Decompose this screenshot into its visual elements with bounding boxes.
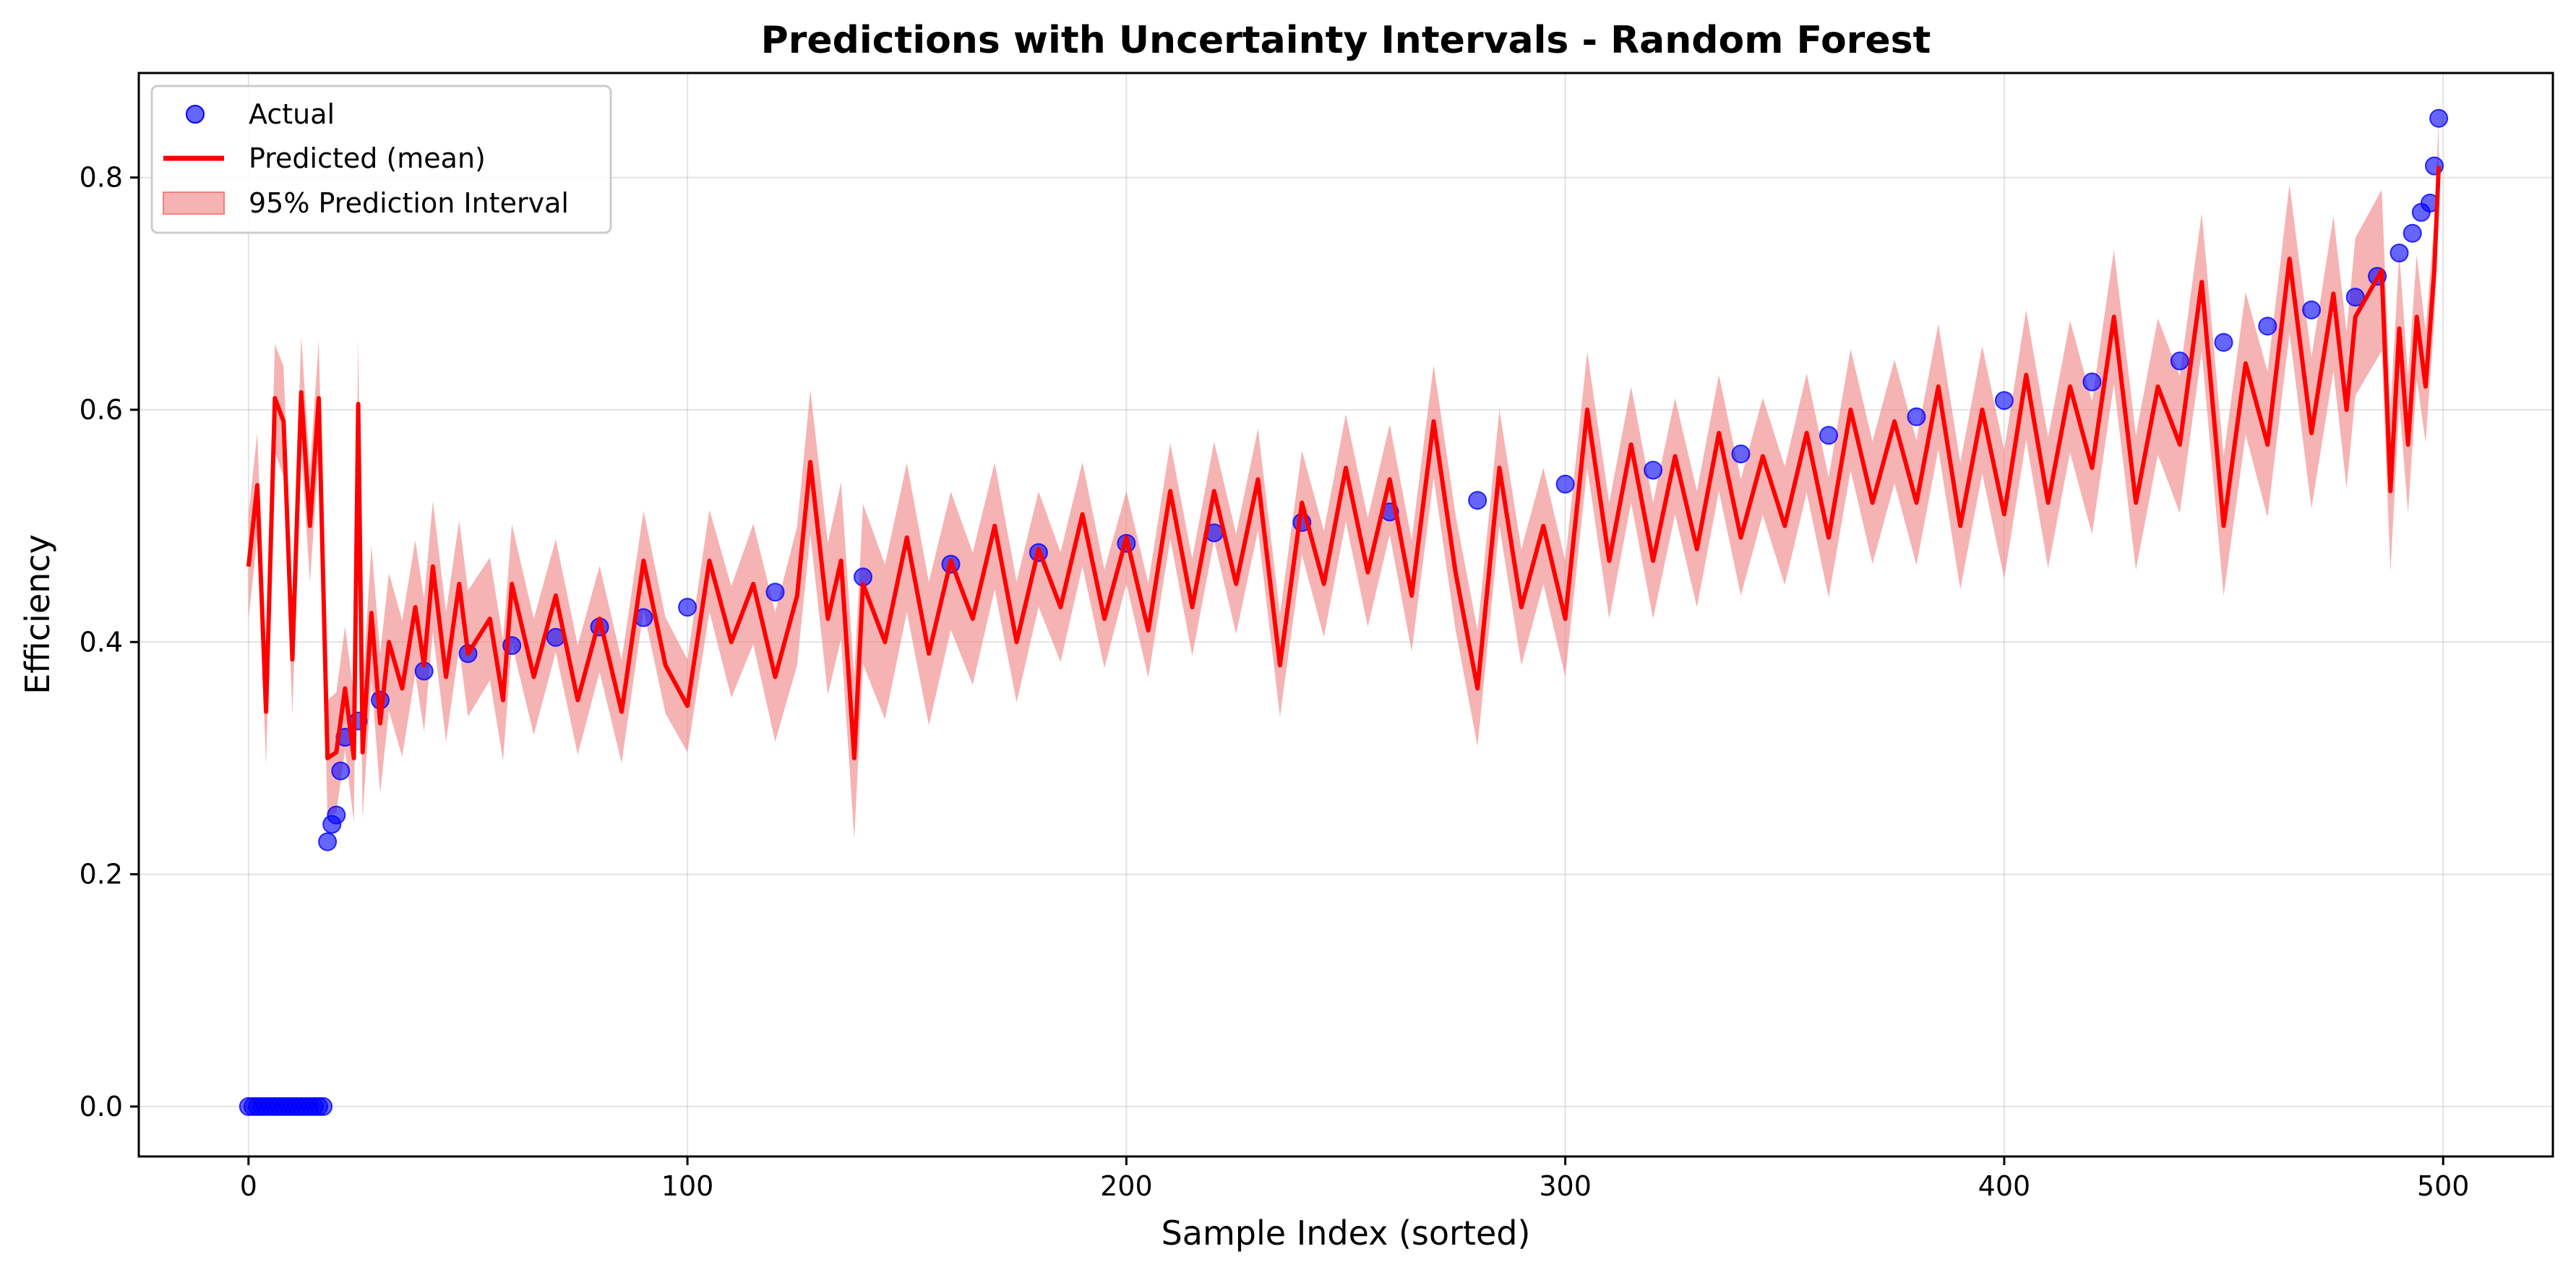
actual-point [1907, 407, 1926, 426]
legend-predicted-label: Predicted (mean) [249, 142, 486, 174]
x-tick-label: 200 [1100, 1170, 1153, 1202]
x-tick-label: 400 [1978, 1170, 2031, 1202]
y-tick-label: 0.0 [80, 1091, 123, 1122]
y-tick-label: 0.8 [80, 162, 123, 194]
legend-box [150, 85, 612, 234]
x-axis-label: Sample Index (sorted) [1162, 1214, 1531, 1253]
y-tick-label: 0.6 [80, 394, 123, 426]
actual-point [2302, 300, 2321, 319]
predicted-line [246, 166, 2442, 760]
y-axis-label: Efficiency [18, 534, 57, 695]
legend-actual-marker [186, 105, 205, 124]
legend-interval-label: 95% Prediction Interval [249, 187, 569, 219]
x-tick-label: 500 [2417, 1170, 2470, 1202]
actual-point [765, 583, 785, 602]
actual-point [678, 598, 697, 617]
actual-point [1468, 491, 1487, 510]
actual-point [1644, 460, 1663, 480]
legend-interval-marker [163, 192, 225, 215]
actual-point [1555, 474, 1575, 494]
actual-point [1731, 445, 1751, 463]
actual-point [327, 805, 346, 825]
y-tick-label: 0.2 [80, 859, 123, 890]
legend: Actual Predicted (mean) 95% Prediction I… [150, 85, 612, 234]
actual-point [2170, 351, 2189, 371]
actual-point [314, 1096, 333, 1116]
x-tick-label: 300 [1539, 1170, 1592, 1202]
chart-title: Predictions with Uncertainty Intervals -… [761, 19, 1931, 62]
actual-point [2258, 317, 2277, 336]
x-tick-label: 0 [240, 1170, 257, 1202]
axis-ticks: 0 100 200 300 400 500 0.0 0.2 0.4 0.6 0.8 [80, 162, 2470, 1202]
actual-point [2403, 223, 2422, 243]
actual-point [1994, 391, 2014, 411]
actual-point [2390, 244, 2409, 262]
actual-point [2345, 288, 2365, 307]
actual-point [318, 832, 338, 851]
actual-point [1819, 426, 1838, 445]
actual-point [331, 761, 351, 781]
x-tick-label: 100 [661, 1170, 714, 1202]
actual-point [2214, 332, 2233, 352]
actual-point [2429, 108, 2449, 128]
plot-frame [137, 72, 2554, 1158]
predicted-mean-line [246, 166, 2442, 760]
actual-point [2082, 372, 2102, 392]
legend-actual-label: Actual [249, 98, 335, 130]
y-tick-label: 0.4 [80, 626, 123, 658]
